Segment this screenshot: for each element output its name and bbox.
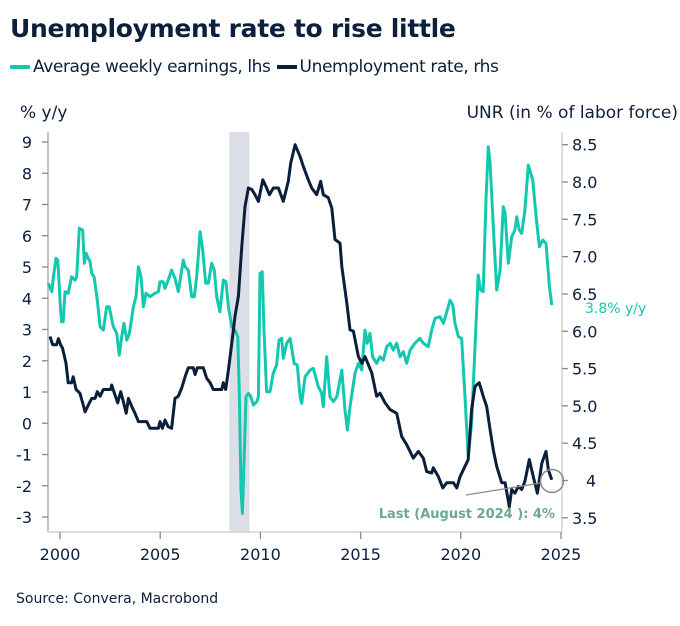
right-tick-label: 5.0: [572, 397, 597, 416]
left-tick-label: 8: [22, 164, 32, 183]
right-tick-label: 7.5: [572, 210, 597, 229]
x-tick-label: 2005: [140, 545, 181, 564]
right-tick-label: 8.5: [572, 136, 597, 155]
left-axis-title: % y/y: [20, 103, 67, 123]
earnings-line: [47, 145, 554, 515]
right-axis-title: UNR (in % of labor force): [467, 103, 678, 123]
legend: Average weekly earnings, lhs Unemploymen…: [10, 57, 504, 77]
legend-item-earnings: Average weekly earnings, lhs: [10, 57, 271, 77]
legend-swatch-earnings: [10, 65, 30, 69]
left-tick-label: 3: [22, 321, 32, 340]
legend-label-unemployment: Unemployment rate, rhs: [299, 57, 499, 77]
x-tick-label: 2015: [340, 545, 381, 564]
annotation-pointer-line: [465, 482, 542, 496]
right-tick-label: 3.5: [572, 509, 597, 528]
annotation-circle: [539, 468, 565, 494]
right-tick-label: 4: [586, 472, 596, 491]
right-tick-label: 5.5: [572, 360, 597, 379]
x-tick-label: 2020: [440, 545, 481, 564]
unemployment-line: [48, 143, 554, 509]
left-tick-label: 4: [22, 289, 32, 308]
right-tick-label: 4.5: [572, 434, 597, 453]
legend-swatch-unemployment: [276, 65, 297, 69]
left-tick-label: 7: [22, 196, 32, 215]
right-tick-label: 6.0: [572, 322, 597, 341]
x-tick-label: 2000: [40, 545, 81, 564]
source-note: Source: Convera, Macrobond: [16, 591, 219, 607]
left-tick-label: -3: [16, 508, 32, 527]
left-tick-label: 2: [22, 352, 32, 371]
annotation-last-earnings: 3.8% y/y: [585, 301, 646, 317]
x-tick-label: 2025: [541, 545, 582, 564]
legend-label-earnings: Average weekly earnings, lhs: [33, 57, 271, 77]
right-tick-label: 8.0: [572, 173, 597, 192]
left-tick-label: -1: [16, 446, 32, 465]
right-tick-label: 6.5: [572, 285, 597, 304]
left-tick-label: -2: [16, 477, 32, 496]
left-tick-label: 0: [22, 414, 32, 433]
legend-item-unemployment: Unemployment rate, rhs: [276, 57, 499, 77]
x-tick-label: 2010: [240, 545, 281, 564]
left-tick-label: 9: [22, 133, 32, 152]
right-tick-label: 7.0: [572, 248, 597, 267]
left-tick-label: 6: [22, 227, 32, 246]
left-tick-label: 5: [22, 258, 32, 277]
left-tick-label: 1: [22, 383, 32, 402]
chart-title: Unemployment rate to rise little: [10, 14, 456, 43]
annotation-last-unemployment: Last (August 2024 ): 4%: [379, 507, 555, 522]
